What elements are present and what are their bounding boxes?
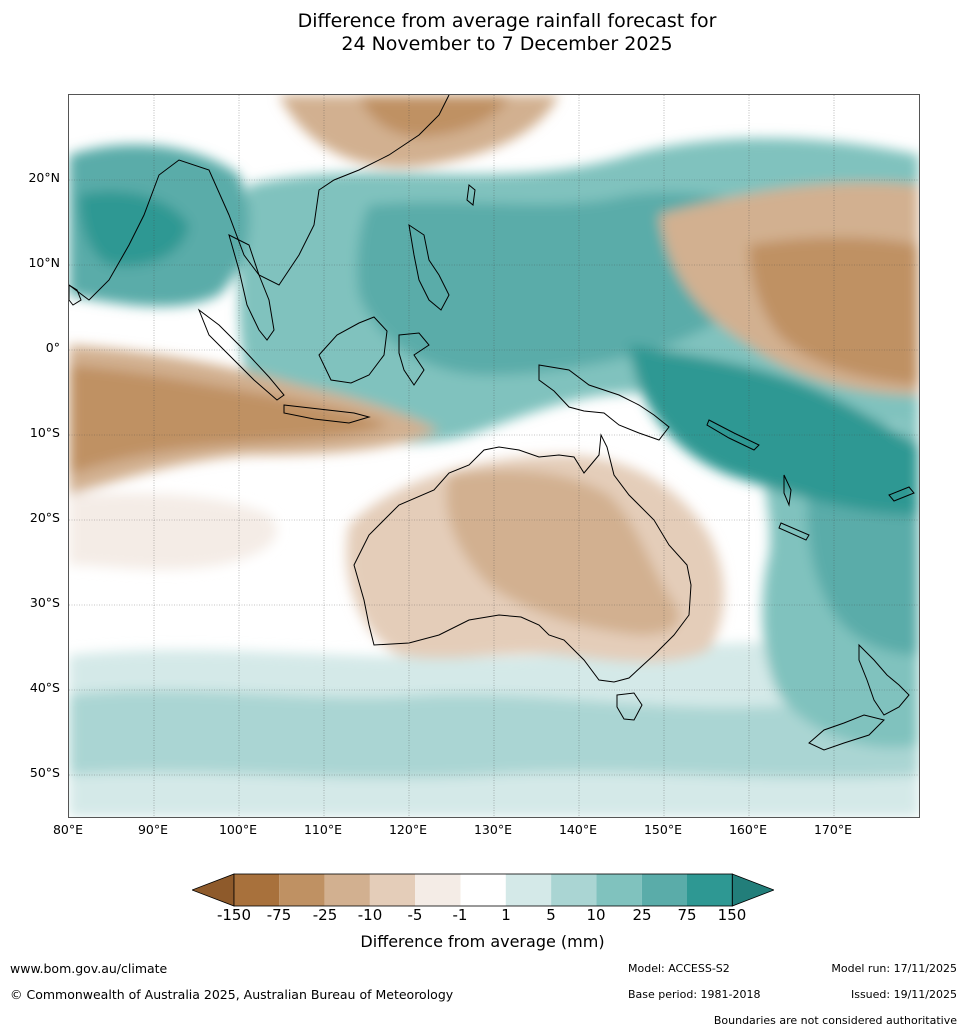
- malay-peninsula-coastline: [228, 234, 275, 341]
- southern-ocean-field-2: [69, 690, 919, 778]
- x-tick-170e: 170°E: [813, 822, 852, 837]
- north-pacific-dry-field-strong: [749, 237, 919, 385]
- model-text: Model: ACCESS-S2: [628, 962, 730, 975]
- x-tick-150e: 150°E: [643, 822, 682, 837]
- colorbar-swatch-11: [687, 874, 733, 906]
- colorbar-label-8: 5: [546, 906, 556, 924]
- map-svg: [69, 95, 919, 817]
- colorbar-label-7: 1: [501, 906, 511, 924]
- colorbar-outline: [233, 873, 733, 907]
- y-tick-10s: 10°S: [29, 425, 60, 440]
- x-tick-130e: 130°E: [473, 822, 512, 837]
- new-guinea-coastline: [538, 364, 670, 441]
- sumatra-coastline: [197, 308, 285, 401]
- x-tick-110e: 110°E: [303, 822, 342, 837]
- colorbar-swatch-6: [460, 874, 506, 906]
- coral-sea-field: [629, 345, 919, 515]
- colorbar-swatch-3: [324, 874, 370, 906]
- taiwan-coastline: [466, 184, 476, 206]
- y-tick-20s: 20°S: [29, 510, 60, 525]
- anomaly-fields: [69, 95, 919, 817]
- colorbar-label-9: 10: [586, 906, 606, 924]
- colorbar-swatch-10: [641, 874, 687, 906]
- colorbar-label-12: 150: [717, 906, 747, 924]
- x-tick-80e: 80°E: [52, 822, 84, 837]
- colorbar-label-5: -5: [407, 906, 423, 924]
- new-caledonia-coastline: [778, 522, 810, 541]
- colorbar-swatch-1: [234, 874, 280, 906]
- australia-dry-field-strong: [446, 470, 679, 635]
- colorbar-label-4: -10: [357, 906, 383, 924]
- colorbar-label-11: 75: [677, 906, 697, 924]
- issued-text: Issued: 19/11/2025: [850, 988, 957, 1001]
- y-tick-50s: 50°S: [29, 765, 60, 780]
- rainfall-anomaly-map[interactable]: [68, 94, 920, 818]
- colorbar-extend-high: [731, 873, 774, 907]
- colorbar-label-10: 25: [632, 906, 652, 924]
- south-indian-ocean-field: [69, 493, 277, 570]
- coastlines: [69, 95, 915, 751]
- fiji-coastline: [888, 486, 915, 502]
- y-tick-30s: 30°S: [29, 595, 60, 610]
- x-tick-140e: 140°E: [558, 822, 597, 837]
- vanuatu-coastline: [783, 474, 792, 507]
- colorbar-swatch-5: [415, 874, 461, 906]
- chart-title: Difference from average rainfall forecas…: [0, 10, 965, 56]
- colorbar-swatch-8: [551, 874, 597, 906]
- colorbar: [192, 873, 774, 907]
- solomon-islands-coastline: [706, 419, 760, 451]
- disclaimer-text: Boundaries are not considered authoritat…: [713, 1014, 957, 1027]
- colorbar-label-2: -75: [266, 906, 292, 924]
- colorbar-swatch-7: [505, 874, 552, 906]
- colorbar-swatch-9: [596, 874, 642, 906]
- indian-ocean-dry-field-strong: [69, 365, 389, 475]
- java-coastline: [283, 404, 371, 424]
- y-tick-20n: 20°N: [28, 170, 60, 185]
- tasmania-coastline: [616, 692, 643, 721]
- y-tick-0: 0°: [45, 340, 60, 355]
- graticule: [69, 95, 919, 817]
- south-china-dry-field-strong: [359, 95, 509, 137]
- sri-lanka-coastline: [69, 284, 82, 306]
- australia-coastline: [353, 433, 692, 683]
- colorbar-swatch-4: [369, 874, 416, 906]
- copyright-text: © Commonwealth of Australia 2025, Austra…: [10, 987, 454, 1002]
- colorbar-label-1: -150: [216, 906, 252, 924]
- x-tick-100e: 100°E: [218, 822, 257, 837]
- colorbar-swatch-2: [279, 874, 325, 906]
- colorbar-title: Difference from average (mm): [360, 932, 605, 951]
- philippines-coastline: [408, 223, 450, 311]
- model-run-text: Model run: 17/11/2025: [831, 962, 957, 975]
- colorbar-label-6: -1: [452, 906, 468, 924]
- title-line-1: Difference from average rainfall forecas…: [297, 10, 717, 32]
- tasman-field-strong: [807, 475, 919, 655]
- sulawesi-coastline: [398, 332, 430, 386]
- colorbar-extend-low: [192, 873, 235, 907]
- new-zealand-north-coastline: [858, 643, 910, 716]
- y-tick-10n: 10°N: [28, 255, 60, 270]
- new-zealand-south-coastline: [808, 714, 885, 751]
- website-link[interactable]: www.bom.gov.au/climate: [10, 961, 168, 976]
- borneo-coastline: [318, 316, 388, 384]
- x-tick-120e: 120°E: [388, 822, 427, 837]
- colorbar-label-3: -25: [312, 906, 338, 924]
- title-line-2: 24 November to 7 December 2025: [341, 33, 673, 55]
- y-tick-40s: 40°S: [29, 680, 60, 695]
- x-tick-160e: 160°E: [728, 822, 767, 837]
- bay-of-bengal-field-strong: [79, 191, 189, 266]
- base-period-text: Base period: 1981-2018: [628, 988, 761, 1001]
- x-tick-90e: 90°E: [137, 822, 169, 837]
